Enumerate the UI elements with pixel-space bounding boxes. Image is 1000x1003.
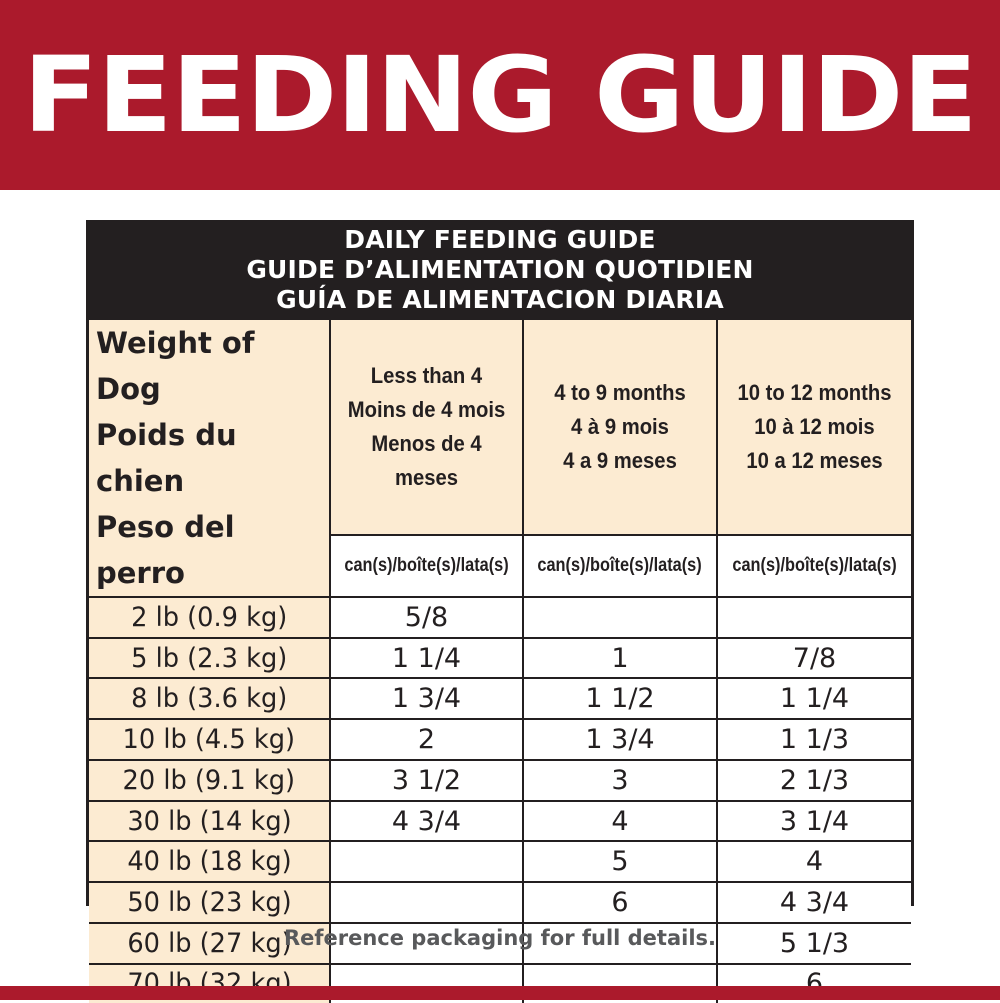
age-header-10-to-12: 10 to 12 months 10 à 12 mois 10 a 12 mes… bbox=[718, 320, 911, 536]
table-title-line-es: GUÍA DE ALIMENTACION DIARIA bbox=[276, 285, 724, 314]
cans-cell bbox=[331, 923, 524, 965]
weight-cell: 40 lb (18 kg) bbox=[89, 842, 331, 884]
table-row: 20 lb (9.1 kg) 3 1/2 3 2 1/3 bbox=[89, 760, 911, 802]
table-row: 40 lb (18 kg) 5 4 bbox=[89, 842, 911, 884]
age-header-line: 4 a 9 meses bbox=[563, 447, 677, 473]
weight-cell: 60 lb (27 kg) bbox=[89, 923, 331, 965]
cans-cell: 2 1/3 bbox=[718, 760, 911, 802]
table-title-line-en: DAILY FEEDING GUIDE bbox=[344, 225, 656, 254]
age-header-line: 10 to 12 months bbox=[737, 379, 892, 405]
weight-header-fr: Poids du chien bbox=[96, 418, 237, 498]
cans-cell: 5 bbox=[524, 842, 718, 884]
daily-feeding-table: DAILY FEEDING GUIDE GUIDE D’ALIMENTATION… bbox=[86, 220, 914, 1003]
unit-label: can(s)/boîte(s)/lata(s) bbox=[524, 535, 718, 598]
table-row: 60 lb (27 kg) 5 1/3 bbox=[89, 923, 911, 965]
unit-label: can(s)/boîte(s)/lata(s) bbox=[331, 535, 524, 598]
age-header-line: 10 a 12 meses bbox=[746, 447, 883, 473]
weight-header-en: Weight of Dog bbox=[96, 326, 255, 406]
weight-cell: 2 lb (0.9 kg) bbox=[89, 598, 331, 639]
age-header-line: Less than 4 bbox=[370, 362, 483, 388]
age-header-line: Menos de 4 meses bbox=[371, 430, 482, 490]
cans-cell: 3 bbox=[524, 760, 718, 802]
cans-cell bbox=[718, 598, 911, 639]
age-header-line: 10 à 12 mois bbox=[754, 413, 875, 439]
feeding-guide-banner: FEEDING GUIDE bbox=[0, 0, 1000, 190]
age-header-4-to-9: 4 to 9 months 4 à 9 mois 4 a 9 meses bbox=[524, 320, 718, 536]
bottom-brand-bar bbox=[0, 986, 1000, 1000]
cans-cell: 4 3/4 bbox=[331, 801, 524, 843]
cans-cell: 4 bbox=[524, 801, 718, 843]
cans-cell: 1 bbox=[524, 638, 718, 680]
cans-cell bbox=[331, 842, 524, 884]
table-row: 2 lb (0.9 kg) 5/8 bbox=[89, 598, 911, 639]
cans-cell: 1 1/4 bbox=[331, 638, 524, 680]
feeding-grid: Weight of Dog Poids du chien Peso del pe… bbox=[89, 320, 911, 1003]
age-header-line: Moins de 4 mois bbox=[347, 396, 506, 422]
cans-cell: 1 3/4 bbox=[331, 679, 524, 721]
weight-header-es: Peso del perro bbox=[96, 510, 235, 590]
age-header-line: 4 to 9 months bbox=[554, 379, 686, 405]
weight-cell: 50 lb (23 kg) bbox=[89, 883, 331, 924]
cans-cell: 3 1/4 bbox=[718, 801, 911, 843]
reference-note: Reference packaging for full details. bbox=[283, 926, 717, 950]
table-row: 30 lb (14 kg) 4 3/4 4 3 1/4 bbox=[89, 801, 911, 843]
unit-header-row: can(s)/boîte(s)/lata(s) can(s)/boîte(s)/… bbox=[89, 535, 911, 598]
weight-cell: 30 lb (14 kg) bbox=[89, 801, 331, 843]
weight-column-header: Weight of Dog Poids du chien Peso del pe… bbox=[89, 320, 331, 598]
cans-cell: 4 bbox=[718, 842, 911, 884]
cans-cell: 6 bbox=[524, 883, 718, 924]
weight-cell: 5 lb (2.3 kg) bbox=[89, 638, 331, 680]
weight-cell: 8 lb (3.6 kg) bbox=[89, 679, 331, 721]
age-header-line: 4 à 9 mois bbox=[571, 413, 669, 439]
cans-cell: 5/8 bbox=[331, 598, 524, 639]
unit-label: can(s)/boîte(s)/lata(s) bbox=[718, 535, 911, 598]
weight-cell: 10 lb (4.5 kg) bbox=[89, 720, 331, 761]
table-title-line-fr: GUIDE D’ALIMENTATION QUOTIDIEN bbox=[246, 255, 754, 284]
table-row: 50 lb (23 kg) 6 4 3/4 bbox=[89, 883, 911, 924]
cans-cell: 4 3/4 bbox=[718, 883, 911, 924]
cans-cell bbox=[331, 883, 524, 924]
cans-cell: 2 bbox=[331, 720, 524, 761]
age-header-row: Weight of Dog Poids du chien Peso del pe… bbox=[89, 320, 911, 598]
cans-cell: 1 1/2 bbox=[524, 679, 718, 721]
cans-cell bbox=[524, 923, 718, 965]
age-header-under-4: Less than 4 Moins de 4 mois Menos de 4 m… bbox=[331, 320, 524, 536]
cans-cell bbox=[524, 598, 718, 639]
table-row: 5 lb (2.3 kg) 1 1/4 1 7/8 bbox=[89, 638, 911, 680]
table-row: 8 lb (3.6 kg) 1 3/4 1 1/2 1 1/4 bbox=[89, 679, 911, 721]
page-title: FEEDING GUIDE bbox=[23, 34, 978, 156]
weight-cell: 20 lb (9.1 kg) bbox=[89, 760, 331, 802]
cans-cell: 1 1/3 bbox=[718, 720, 911, 761]
cans-cell: 1 1/4 bbox=[718, 679, 911, 721]
cans-cell: 5 1/3 bbox=[718, 923, 911, 965]
table-row: 10 lb (4.5 kg) 2 1 3/4 1 1/3 bbox=[89, 720, 911, 761]
cans-cell: 7/8 bbox=[718, 638, 911, 680]
table-title: DAILY FEEDING GUIDE GUIDE D’ALIMENTATION… bbox=[86, 220, 914, 320]
cans-cell: 1 3/4 bbox=[524, 720, 718, 761]
cans-cell: 3 1/2 bbox=[331, 760, 524, 802]
